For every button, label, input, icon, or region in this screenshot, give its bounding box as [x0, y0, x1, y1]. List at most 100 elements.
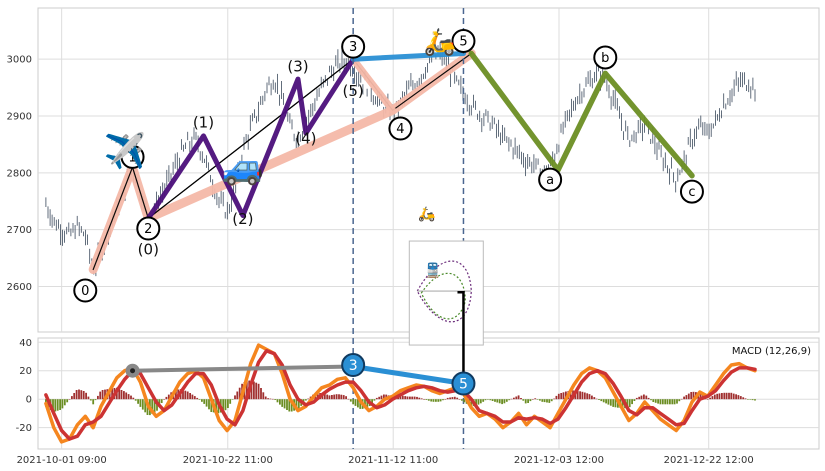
- macd-histogram-bar: [501, 399, 503, 405]
- macd-histogram-bar: [260, 388, 262, 400]
- macd-histogram-bar: [342, 395, 345, 400]
- macd-histogram-bar: [167, 394, 170, 400]
- macd-histogram-bar: [352, 399, 355, 405]
- macd-histogram-bar: [531, 399, 534, 400]
- macd-histogram-bar: [80, 390, 83, 400]
- wave-label: (2): [232, 210, 253, 228]
- macd-histogram-bar: [640, 395, 643, 400]
- macd-histogram-bar: [198, 399, 201, 400]
- macd-histogram-bar: [591, 395, 593, 400]
- macd-histogram-bar: [621, 399, 624, 409]
- macd-histogram-bar: [685, 395, 688, 400]
- macd-histogram-bar: [489, 399, 492, 401]
- macd-histogram-bar: [380, 395, 383, 400]
- macd-histogram-bar: [413, 396, 416, 400]
- macd-histogram-bar: [101, 390, 104, 400]
- macd-histogram-bar: [160, 399, 163, 403]
- macd-histogram-bar: [406, 396, 409, 400]
- macd-histogram-bar: [139, 399, 142, 407]
- macd-histogram-bar: [633, 399, 636, 401]
- macd-histogram-bar: [739, 396, 742, 400]
- macd-histogram-bar: [747, 399, 749, 400]
- macd-histogram-bar: [550, 399, 553, 402]
- macd-histogram-bar: [97, 395, 99, 400]
- macd-histogram-bar: [654, 399, 657, 403]
- y-tick-label: 0: [26, 395, 32, 406]
- macd-histogram-bar: [271, 398, 274, 400]
- macd-histogram-bar: [345, 396, 347, 400]
- macd-histogram-bar: [286, 399, 288, 410]
- macd-histogram-bar: [539, 399, 541, 401]
- macd-histogram-bar: [238, 387, 241, 400]
- wave-line: [350, 51, 466, 62]
- macd-histogram-bar: [548, 399, 551, 403]
- y-tick-label: -20: [16, 423, 32, 434]
- macd-histogram-bar: [562, 392, 565, 400]
- macd-histogram-bar: [349, 399, 352, 402]
- wave-label-circle: [136, 216, 161, 241]
- macd-histogram-bar: [713, 394, 716, 400]
- macd-histogram-bar: [520, 398, 522, 400]
- macd-histogram-bar: [517, 395, 520, 400]
- macd-histogram-bar: [583, 392, 586, 400]
- macd-histogram-bar: [435, 399, 437, 402]
- macd-histogram-bar: [576, 390, 579, 400]
- x-tick-label: 2021-11-12 11:00: [348, 455, 438, 466]
- macd-histogram-bar: [546, 399, 548, 403]
- macd-histogram-bar: [723, 392, 726, 400]
- macd-histogram-bar: [279, 399, 281, 405]
- wave-label: 3: [349, 40, 357, 55]
- y-tick-label: 3000: [7, 55, 32, 66]
- macd-histogram-bar: [401, 395, 404, 400]
- macd-histogram-bar: [196, 397, 199, 400]
- macd-histogram-bar: [257, 383, 260, 400]
- macd-histogram-bar: [643, 394, 645, 400]
- x-tick-label: 2021-10-01 09:00: [17, 455, 107, 466]
- macd-histogram-bar: [628, 399, 631, 408]
- inset-box: [408, 240, 484, 346]
- macd-histogram-bar: [536, 399, 539, 400]
- macd-histogram-bar: [99, 391, 102, 400]
- macd-histogram-bar: [189, 393, 191, 400]
- wave-label-circle: [73, 278, 98, 303]
- wave-label-circle: [538, 167, 563, 192]
- macd-histogram-bar: [581, 391, 584, 400]
- wave-label: (5): [343, 82, 364, 100]
- macd-histogram-bar: [85, 392, 87, 400]
- macd-histogram-bar: [274, 399, 277, 400]
- macd-badge-label: 5: [459, 377, 468, 393]
- macd-histogram-bar: [366, 399, 369, 408]
- macd-histogram-bar: [163, 399, 165, 400]
- macd-histogram-bar: [295, 399, 298, 410]
- macd-histogram-bar: [612, 399, 615, 407]
- macd-histogram-bar: [463, 399, 466, 403]
- macd-histogram-bar: [645, 395, 648, 400]
- macd-histogram-bar: [709, 397, 711, 400]
- macd-histogram-bar: [659, 399, 662, 405]
- car-icon: 🚙: [222, 148, 264, 188]
- wave-line: [468, 50, 695, 179]
- macd-histogram-bar: [432, 399, 435, 402]
- macd-histogram-bar: [193, 396, 196, 400]
- macd-histogram-bar: [262, 392, 265, 400]
- macd-histogram-bar: [297, 399, 300, 409]
- macd-histogram-bar: [647, 397, 650, 400]
- macd-histogram-bar: [721, 393, 723, 400]
- macd-histogram-bar: [71, 396, 73, 400]
- wave-label-circle: [679, 179, 704, 204]
- wave-label: 4: [396, 122, 404, 137]
- macd-histogram-bar: [676, 399, 678, 404]
- macd-histogram-bar: [234, 395, 236, 400]
- macd-histogram-bar: [87, 396, 90, 400]
- macd-histogram-bar: [264, 396, 267, 400]
- macd-histogram-bar: [267, 398, 269, 400]
- macd-histogram-bar: [425, 399, 428, 400]
- wave-label: 5: [459, 34, 467, 49]
- wave-label-circle: [593, 45, 618, 70]
- macd-histogram-bar: [737, 395, 740, 400]
- wave-label: (1): [193, 113, 214, 131]
- macd-histogram-bar: [446, 397, 449, 400]
- macd-histogram-bar: [657, 399, 659, 404]
- y-tick-label: 2700: [7, 225, 32, 236]
- macd-histogram-bar: [449, 397, 451, 400]
